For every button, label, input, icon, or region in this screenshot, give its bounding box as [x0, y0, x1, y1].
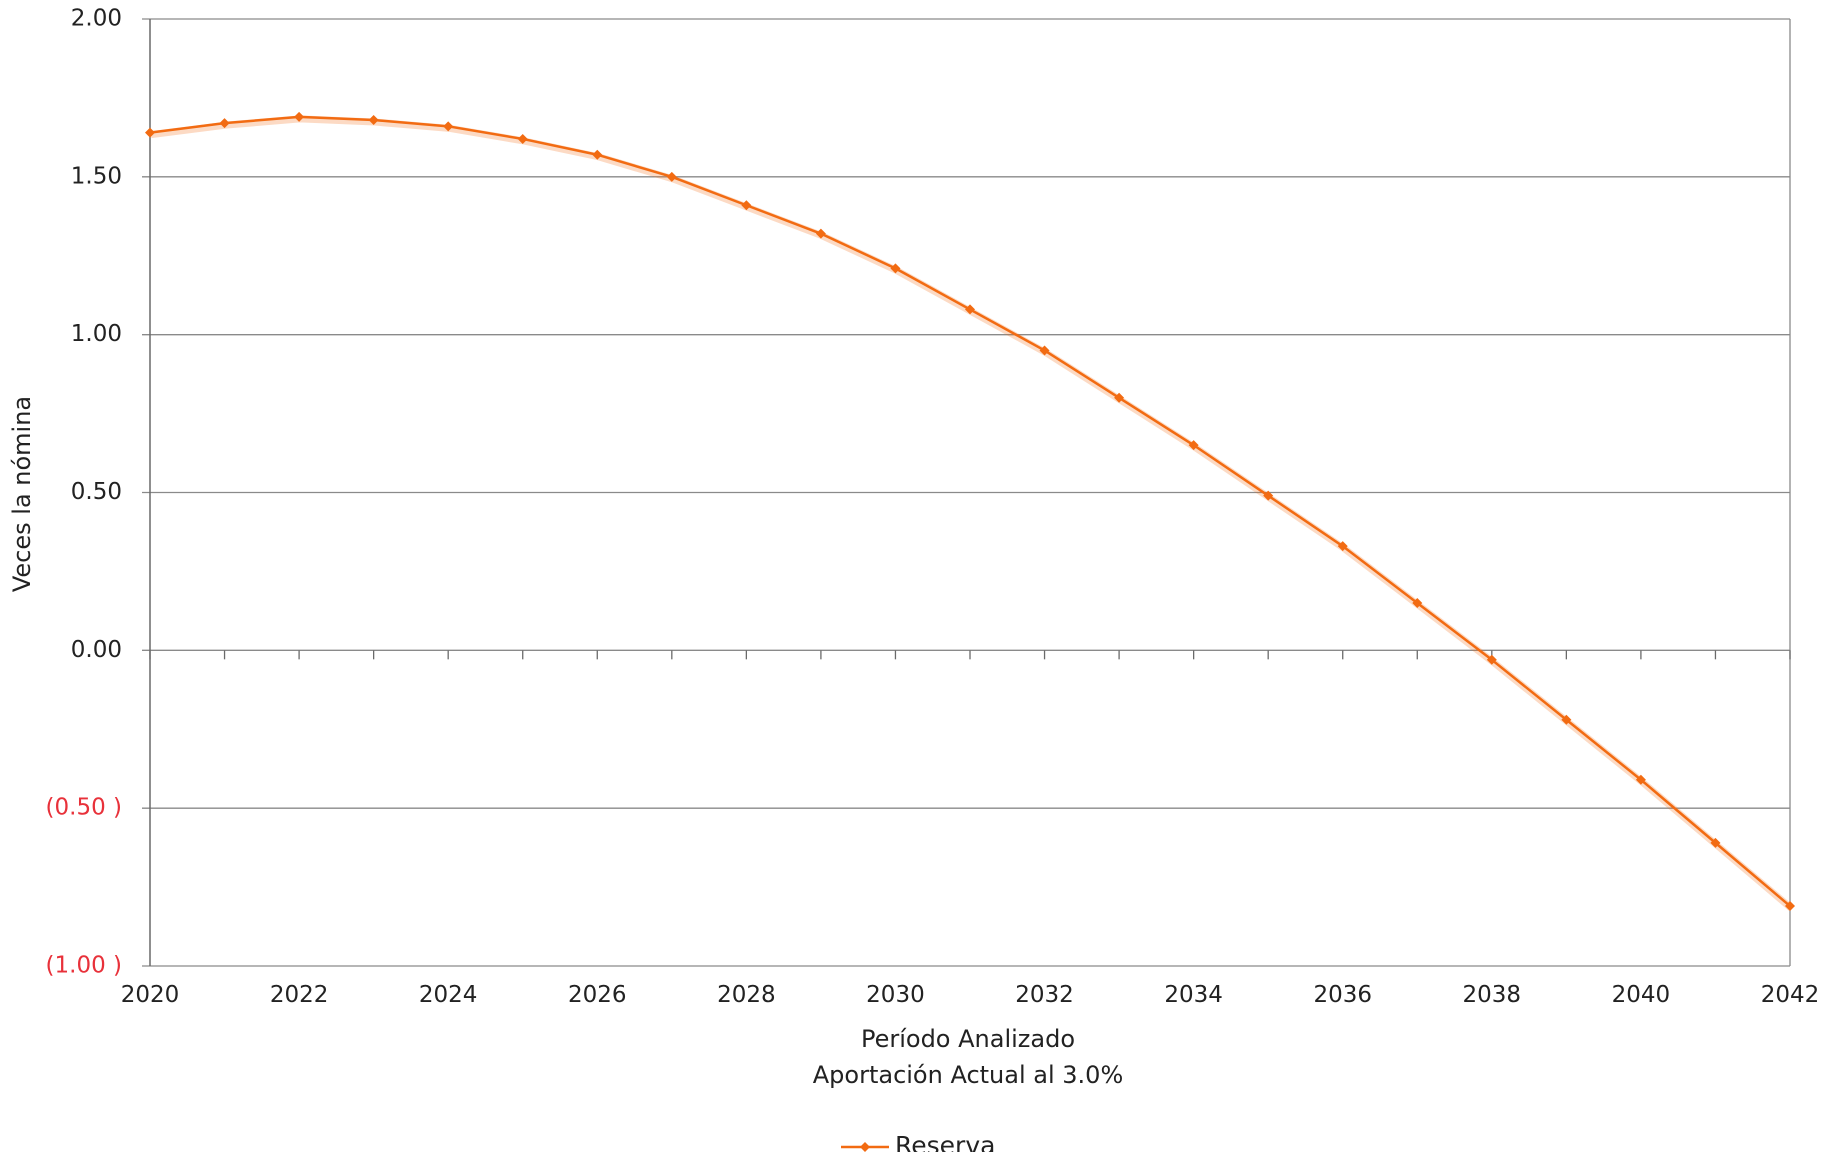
series-0-point-2035: [1263, 490, 1274, 501]
series-0-point-2038: [1486, 654, 1497, 665]
x-axis-label: Período Analizado: [861, 1025, 1075, 1053]
x-tick-label-11: 2042: [1761, 982, 1820, 1008]
series-0-point-2024: [443, 121, 454, 132]
x-tick-label-3: 2026: [568, 982, 627, 1008]
x-tick-label-5: 2030: [866, 982, 925, 1008]
series-0-point-2027: [666, 171, 677, 182]
y-tick-label-2: 1.00: [71, 321, 122, 347]
x-tick-label-7: 2034: [1164, 982, 1223, 1008]
series-0-point-2034: [1188, 440, 1199, 451]
axes: [149, 19, 1791, 966]
x-tick-label-2: 2024: [419, 982, 478, 1008]
series-0-point-2033: [1114, 392, 1125, 403]
x-tick-label-6: 2032: [1015, 982, 1074, 1008]
series-0-point-2036: [1337, 541, 1348, 552]
series-0-point-2040: [1635, 774, 1646, 785]
series-0-point-2028: [741, 200, 752, 211]
series-0-point-2020: [145, 127, 155, 138]
legend-diamond-marker: [860, 1142, 870, 1152]
series-0-point-2030: [890, 263, 901, 274]
series-0-point-2022: [294, 111, 305, 122]
series-0-line: [149, 115, 1791, 907]
series-0-point-2026: [592, 149, 603, 160]
x-tick-label-8: 2036: [1313, 982, 1372, 1008]
y-tick-label-4: 0.00: [71, 637, 122, 663]
series-0-point-2032: [1039, 345, 1050, 356]
x-tick-label-0: 2020: [121, 982, 180, 1008]
series-0-point-2025: [517, 133, 528, 144]
x-axis-sublabel: Aportación Actual al 3.0%: [813, 1061, 1124, 1089]
series-reserva: [145, 111, 1795, 912]
series-0-point-2039: [1561, 714, 1572, 725]
series-0-point-2037: [1412, 597, 1423, 608]
y-tick-label-5: (0.50 ): [46, 795, 122, 821]
x-tick-label-10: 2040: [1612, 982, 1671, 1008]
series-0-point-2031: [965, 304, 975, 315]
series-0-point-2042: [1785, 901, 1795, 912]
x-tick-labels: 2020 2022 2024 2026 2028 2030 2032 2034 2036 2038…: [121, 982, 1820, 1008]
legend: Reserva: [841, 1131, 995, 1152]
series-0-point-2021: [219, 118, 230, 129]
legend-label-reserva: Reserva: [895, 1131, 995, 1152]
gridlines: [142, 18, 1790, 967]
series-0-point-2029: [815, 228, 826, 239]
x-tick-label-4: 2028: [717, 982, 776, 1008]
x-tick-label-1: 2022: [270, 982, 329, 1008]
y-tick-label-1: 1.50: [71, 163, 122, 189]
y-tick-label-6: (1.00 ): [46, 953, 122, 979]
y-tick-labels: 2.00 1.50 1.00 0.50 0.00 (0.50 ) (1.00 ): [46, 6, 122, 979]
series-0-shadow: [150, 115, 1794, 911]
x-tick-label-9: 2038: [1463, 982, 1522, 1008]
series-0-point-2023: [368, 115, 379, 126]
y-tick-label-0: 2.00: [71, 6, 122, 32]
series-0-point-2041: [1710, 837, 1721, 848]
y-axis-label: Veces la nómina: [8, 396, 36, 592]
y-tick-label-3: 0.50: [71, 479, 122, 505]
